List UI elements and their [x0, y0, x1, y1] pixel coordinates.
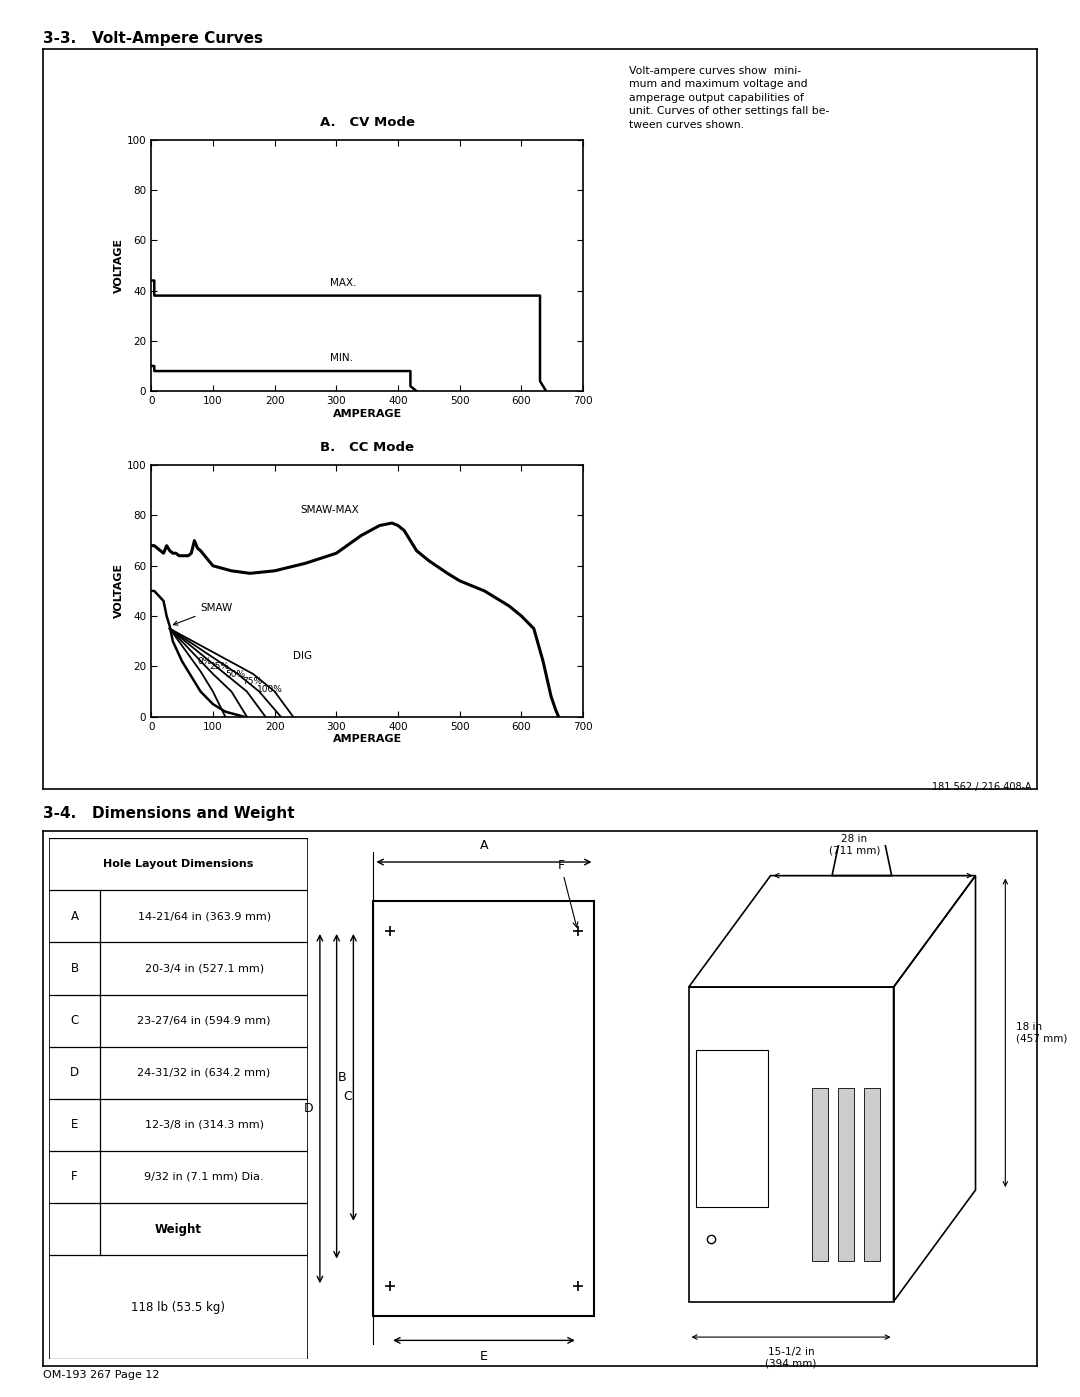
- Text: 9/32 in (7.1 mm) Dia.: 9/32 in (7.1 mm) Dia.: [145, 1172, 264, 1182]
- Text: D: D: [70, 1066, 79, 1080]
- Text: 75%: 75%: [243, 678, 262, 686]
- Text: 118 lb (53.5 kg): 118 lb (53.5 kg): [131, 1301, 226, 1313]
- Text: B: B: [338, 1071, 347, 1084]
- Y-axis label: VOLTAGE: VOLTAGE: [113, 237, 124, 293]
- Text: 3-3.   Volt-Ampere Curves: 3-3. Volt-Ampere Curves: [43, 31, 264, 46]
- Bar: [838, 1088, 854, 1261]
- Bar: [811, 1088, 828, 1261]
- Text: B.   CC Mode: B. CC Mode: [320, 441, 415, 454]
- Bar: [864, 1088, 880, 1261]
- Text: MIN.: MIN.: [330, 353, 353, 363]
- Text: 25%: 25%: [210, 662, 230, 672]
- Text: 18 in
(457 mm): 18 in (457 mm): [1016, 1023, 1068, 1044]
- Text: 100%: 100%: [257, 685, 283, 694]
- Text: 181 562 / 216 408-A: 181 562 / 216 408-A: [932, 782, 1031, 792]
- Text: E: E: [480, 1351, 488, 1363]
- Text: 50%: 50%: [226, 671, 245, 679]
- Text: 20-3/4 in (527.1 mm): 20-3/4 in (527.1 mm): [145, 964, 264, 974]
- Text: 12-3/8 in (314.3 mm): 12-3/8 in (314.3 mm): [145, 1120, 264, 1130]
- Y-axis label: VOLTAGE: VOLTAGE: [113, 563, 124, 619]
- Text: MAX.: MAX.: [330, 278, 356, 288]
- Text: 28 in
(711 mm): 28 in (711 mm): [828, 834, 880, 855]
- Text: Hole Layout Dimensions: Hole Layout Dimensions: [103, 859, 254, 869]
- Text: 23-27/64 in (594.9 mm): 23-27/64 in (594.9 mm): [137, 1016, 271, 1025]
- Text: A: A: [480, 840, 488, 852]
- Text: SMAW-MAX: SMAW-MAX: [301, 506, 360, 515]
- Text: Weight: Weight: [154, 1222, 202, 1235]
- Text: 15-1/2 in
(394 mm): 15-1/2 in (394 mm): [766, 1347, 816, 1369]
- Text: 0%: 0%: [198, 658, 212, 666]
- Text: Volt-ampere curves show  mini-
mum and maximum voltage and
amperage output capab: Volt-ampere curves show mini- mum and ma…: [629, 66, 829, 130]
- Text: OM-193 267 Page 12: OM-193 267 Page 12: [43, 1370, 160, 1380]
- Text: D: D: [303, 1102, 313, 1115]
- X-axis label: AMPERAGE: AMPERAGE: [333, 409, 402, 419]
- Text: 3-4.   Dimensions and Weight: 3-4. Dimensions and Weight: [43, 806, 295, 821]
- Bar: [696, 1051, 768, 1207]
- Text: DIG: DIG: [293, 651, 312, 661]
- Text: A.   CV Mode: A. CV Mode: [320, 116, 415, 129]
- Text: C: C: [343, 1090, 352, 1102]
- Text: E: E: [71, 1118, 78, 1132]
- Text: F: F: [71, 1171, 78, 1183]
- Text: 14-21/64 in (363.9 mm): 14-21/64 in (363.9 mm): [137, 911, 271, 922]
- Text: A: A: [70, 909, 79, 923]
- Text: C: C: [70, 1014, 79, 1027]
- Text: F: F: [557, 859, 578, 928]
- Text: B: B: [70, 963, 79, 975]
- Text: 24-31/32 in (634.2 mm): 24-31/32 in (634.2 mm): [137, 1067, 271, 1077]
- X-axis label: AMPERAGE: AMPERAGE: [333, 735, 402, 745]
- Text: SMAW: SMAW: [174, 604, 233, 624]
- Bar: [374, 901, 594, 1316]
